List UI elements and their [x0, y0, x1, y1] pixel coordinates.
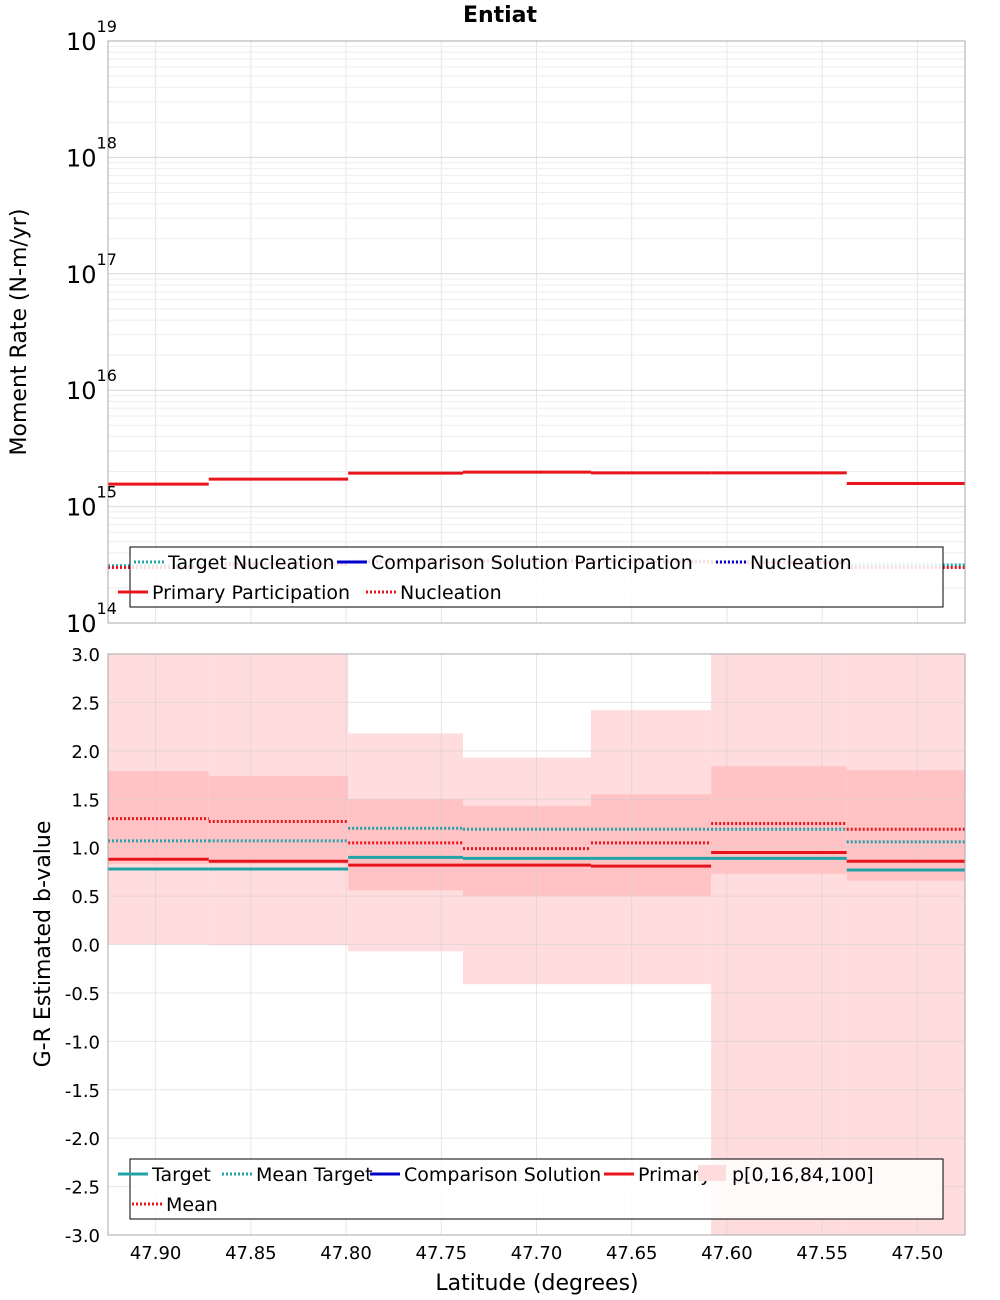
b-value-y-tick-label: 0.0 [71, 936, 100, 957]
b-value-y-tick-label: -2.5 [65, 1178, 100, 1199]
b-value-y-tick-label: 3.0 [71, 645, 100, 666]
b-value-y-tick-label: 1.0 [71, 839, 100, 860]
latitude-x-tick-label: 47.75 [416, 1243, 468, 1264]
moment-rate-y-ticks: 1014 1015 1016 1017 1018 1019 [66, 17, 117, 638]
b-value-y-axis-label: G-R Estimated b-value [31, 821, 56, 1068]
latitude-x-tick-label: 47.70 [511, 1243, 563, 1264]
b-value-y-tick-label: 0.5 [71, 887, 100, 908]
moment-rate-y-tick-label: 1019 [66, 17, 117, 56]
b-value-y-tick-label: 2.0 [71, 742, 100, 763]
b-value-y-tick-label: 1.5 [71, 790, 100, 811]
moment-rate-y-axis-label: Moment Rate (N-m/yr) [7, 209, 32, 456]
moment-rate-legend-label-2: Nucleation [750, 552, 852, 574]
b-value-series [108, 817, 965, 872]
b-value-band-p16-p84-4 [590, 794, 712, 897]
latitude-x-tick-label: 47.65 [606, 1243, 658, 1264]
b-value-band-p16-p84-3 [462, 806, 591, 897]
b-value-legend: Target Mean Target Comparison Solution Prim… [118, 1158, 944, 1220]
b-value-y-tick-label: -1.5 [65, 1081, 100, 1102]
b-value-legend-entries: Target Mean Target Comparison Solution Prim… [118, 1164, 874, 1216]
moment-rate-panel: 1014 1015 1016 1017 1018 1019 Moment Rate (N-… [7, 17, 966, 638]
moment-rate-legend-label-4: Nucleation [400, 582, 502, 604]
b-value-legend-swatch-4 [698, 1165, 726, 1181]
latitude-x-tick-label: 47.80 [320, 1243, 372, 1264]
moment-rate-y-tick-label: 1016 [66, 366, 117, 405]
b-value-band-p16-p84-6 [846, 770, 965, 881]
b-value-legend-box [129, 1158, 944, 1220]
latitude-x-tick-label: 47.55 [796, 1243, 848, 1264]
b-value-legend-label-3: Primary [638, 1164, 711, 1186]
latitude-x-ticks: 47.90 47.85 47.80 47.75 47.70 47.65 47.60 47.55… [130, 1243, 943, 1264]
b-value-panel: 3.0 2.5 2.0 1.5 1.0 0.5 0.0 -0.5 -1.0 -1.5 -2.0 -2.… [31, 645, 966, 1296]
b-value-legend-label-1: Mean Target [256, 1164, 373, 1186]
moment-rate-legend-label-1: Comparison Solution Participation [371, 552, 693, 574]
moment-rate-legend-entries: Target Nucleation Comparison Solution Par… [118, 552, 852, 604]
b-value-legend-label-5: Mean [166, 1194, 218, 1216]
moment-rate-legend-label-3: Primary Participation [152, 582, 350, 604]
b-value-plot-frame [107, 653, 966, 1236]
b-value-y-tick-label: -0.5 [65, 984, 100, 1005]
moment-rate-legend-label-0: Target Nucleation [167, 552, 335, 574]
b-value-y-tick-label: -1.0 [65, 1032, 100, 1053]
b-value-band-p16-p84-2 [348, 799, 463, 891]
moment-rate-y-tick-label: 1014 [66, 599, 117, 638]
moment-rate-legend-box [129, 546, 944, 608]
latitude-x-tick-label: 47.50 [892, 1243, 944, 1264]
b-value-y-tick-label: 2.5 [71, 693, 100, 714]
b-value-legend-label-0: Target [151, 1164, 211, 1186]
moment-rate-y-tick-label: 1017 [66, 250, 117, 289]
moment-rate-y-tick-label: 1018 [66, 133, 117, 172]
b-value-y-ticks: 3.0 2.5 2.0 1.5 1.0 0.5 0.0 -0.5 -1.0 -1.5 -2.0 -2.… [65, 645, 100, 1247]
b-value-legend-label-4: p[0,16,84,100] [732, 1164, 874, 1186]
b-value-legend-label-2: Comparison Solution [404, 1164, 601, 1186]
moment-rate-legend: Target Nucleation Comparison Solution Par… [118, 546, 944, 608]
latitude-x-tick-label: 47.85 [225, 1243, 277, 1264]
moment-rate-plot-frame [107, 40, 966, 624]
b-value-band-p16-p84-5 [711, 766, 847, 874]
moment-rate-y-tick-label: 1015 [66, 483, 117, 522]
latitude-x-tick-label: 47.90 [130, 1243, 182, 1264]
x-axis-label: Latitude (degrees) [435, 1271, 638, 1296]
b-value-y-tick-label: -3.0 [65, 1226, 100, 1247]
chart-title: Entiat [463, 3, 538, 28]
b-value-y-tick-label: -2.0 [65, 1129, 100, 1150]
latitude-x-tick-label: 47.60 [701, 1243, 753, 1264]
